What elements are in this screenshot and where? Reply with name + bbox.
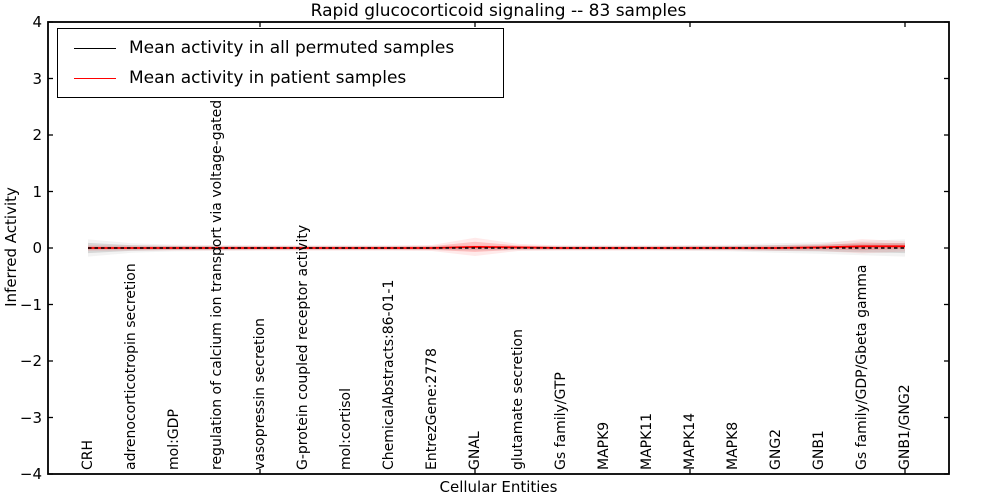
series-line	[88, 245, 905, 249]
y-tick-label: −4	[19, 465, 42, 483]
x-category-label: MAPK14	[682, 412, 698, 470]
y-axis-label: Inferred Activity	[2, 187, 20, 307]
legend-item-patient: Mean activity in patient samples	[58, 64, 503, 92]
x-category-label: CRH	[80, 439, 96, 470]
x-category-label: GNG2	[768, 428, 784, 470]
x-category-label: GNB1/GNG2	[897, 384, 913, 470]
x-category-label: GNB1	[811, 430, 827, 470]
x-category-label: MAPK8	[725, 421, 741, 470]
y-tick-label: −2	[19, 352, 42, 370]
legend-label-permuted: Mean activity in all permuted samples	[129, 38, 455, 58]
x-category-label: Gs family/GDP/Gbeta gamma	[854, 264, 870, 471]
y-tick-label: 0	[32, 239, 42, 257]
x-category-label: G-protein coupled receptor activity	[295, 224, 311, 470]
red-line-sample-icon	[74, 77, 116, 79]
x-axis-label: Cellular Entities	[439, 478, 558, 496]
x-category-label: mol:GDP	[166, 409, 182, 470]
x-category-label: mol:cortisol	[338, 388, 354, 470]
y-tick-label: −3	[19, 408, 42, 427]
x-category-label: adrenocorticotropin secretion	[123, 263, 139, 470]
x-category-label: ChemicalAbstracts:86-01-1	[381, 279, 397, 470]
legend-item-permuted: Mean activity in all permuted samples	[58, 34, 503, 62]
x-category-label: MAPK9	[596, 421, 612, 470]
y-tick-label: −1	[19, 295, 42, 314]
x-category-label: EntrezGene:2778	[424, 348, 440, 470]
x-category-label: MAPK11	[639, 412, 655, 470]
y-tick-label: 3	[32, 69, 42, 88]
chart-title: Rapid glucocorticoid signaling -- 83 sam…	[310, 1, 687, 21]
y-tick-label: 1	[32, 182, 42, 201]
black-line-sample-icon	[74, 47, 116, 49]
x-category-label: glutamate secretion	[510, 329, 526, 470]
legend-label-patient: Mean activity in patient samples	[129, 68, 407, 88]
x-category-label: GNAL	[467, 431, 483, 470]
y-tick-label: 2	[32, 126, 42, 144]
x-category-label: Gs family/GTP	[553, 372, 569, 470]
legend-box: Mean activity in all permuted samples Me…	[57, 28, 504, 98]
x-category-label: vasopressin secretion	[252, 318, 268, 470]
y-tick-label: 4	[32, 13, 42, 31]
x-category-label: regulation of calcium ion transport via …	[209, 32, 225, 470]
